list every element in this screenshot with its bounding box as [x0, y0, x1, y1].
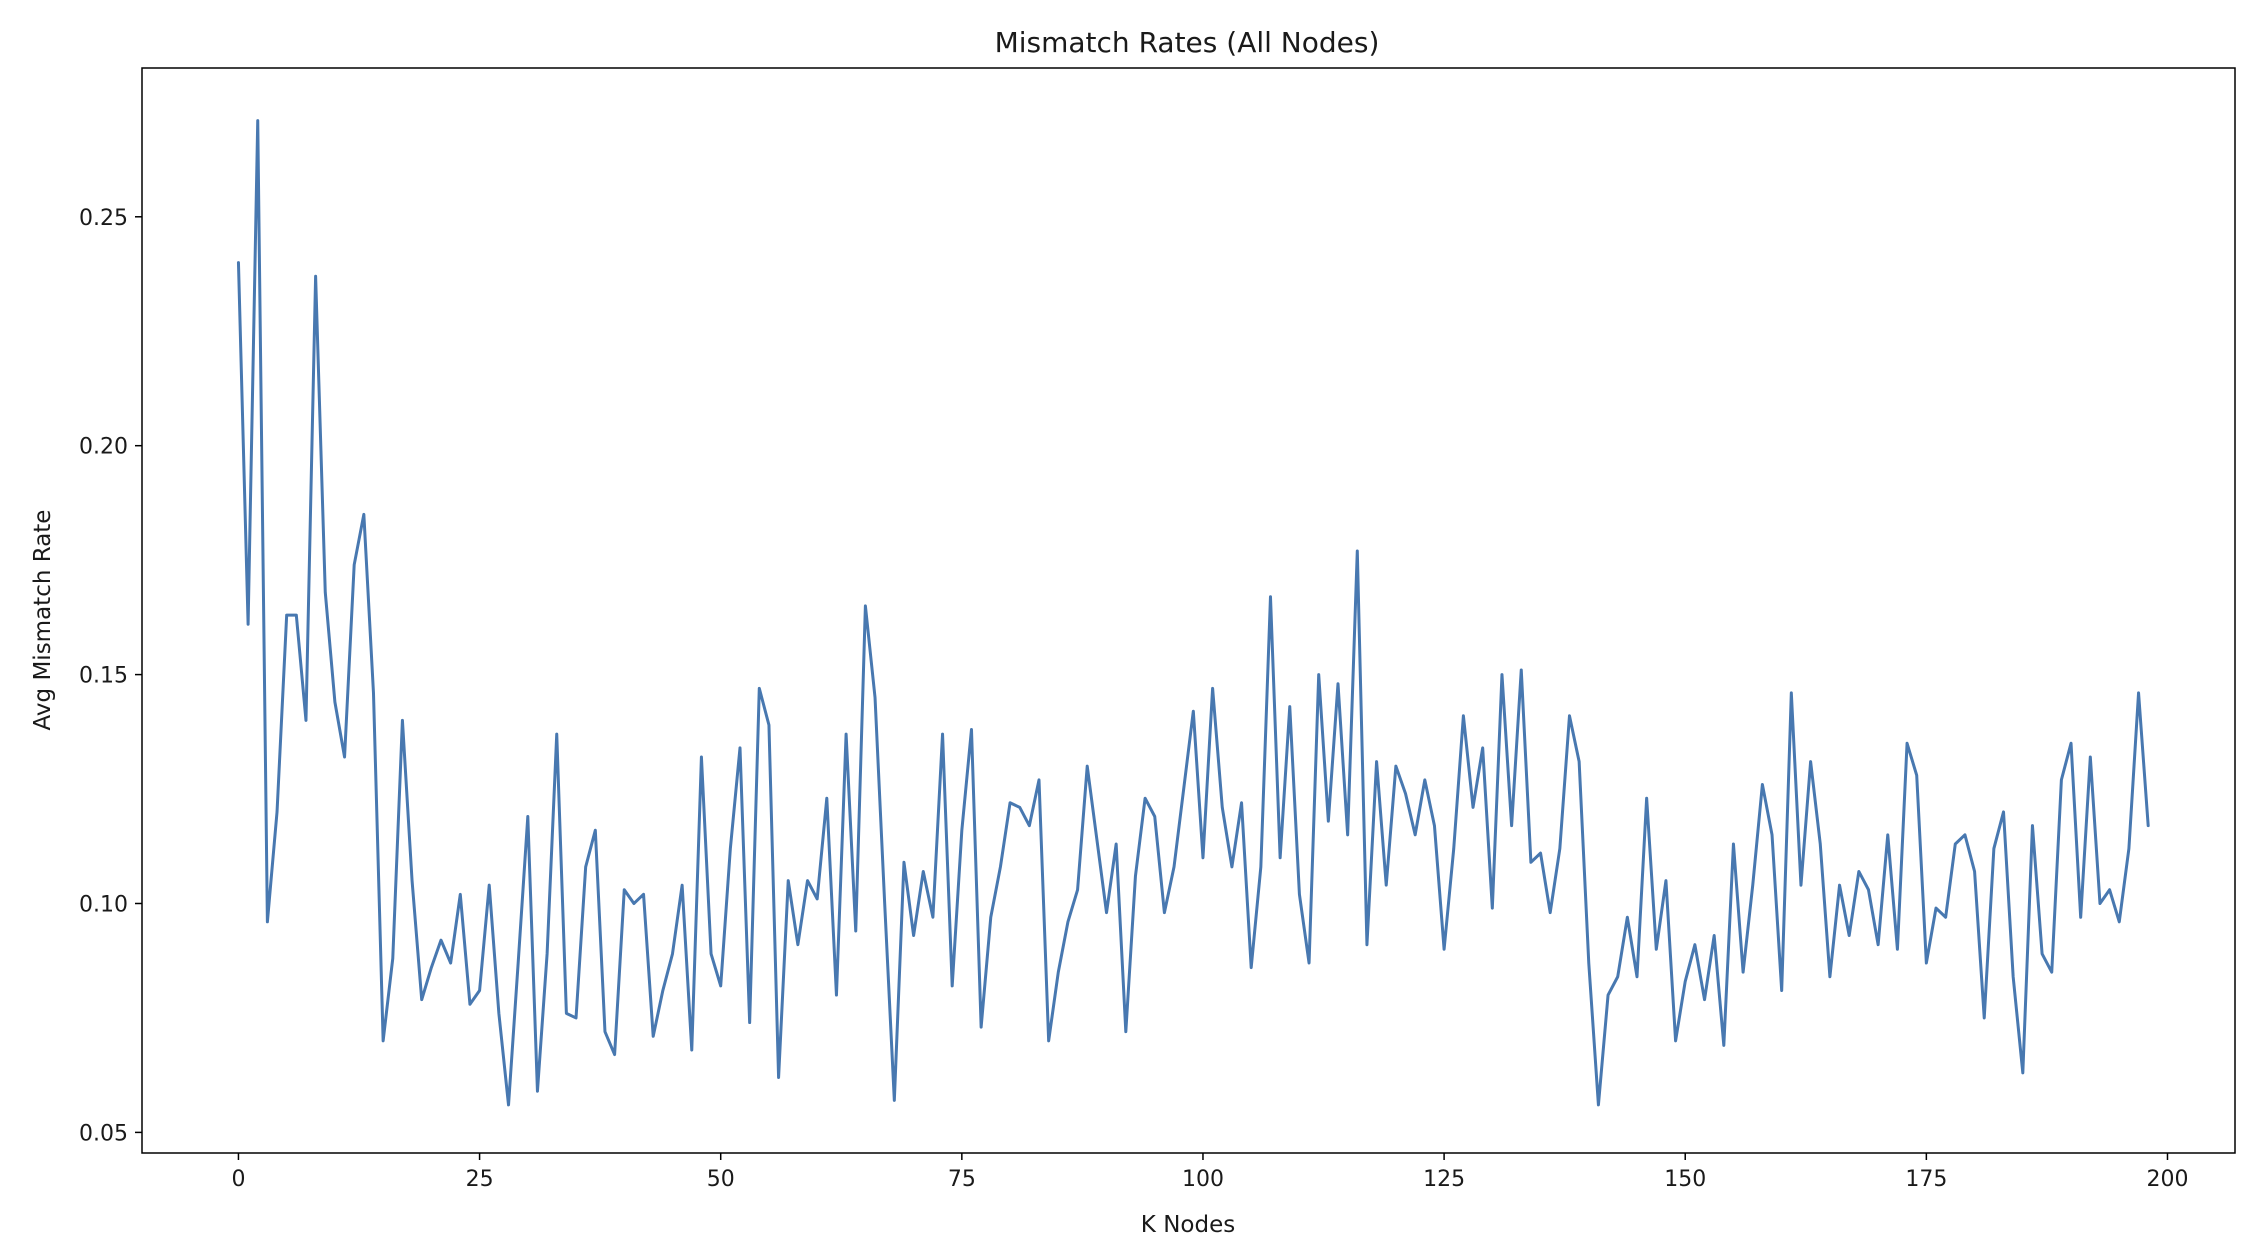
chart-title: Mismatch Rates (All Nodes) [995, 26, 1380, 59]
y-tick-label: 0.20 [79, 435, 128, 460]
y-axis-label: Avg Mismatch Rate [30, 510, 56, 731]
y-axis: 0.05 0.10 0.15 0.20 0.25 [79, 206, 142, 1146]
x-tick-label: 125 [1423, 1167, 1465, 1192]
x-tick-label: 175 [1905, 1167, 1947, 1192]
plot-frame [141, 67, 2236, 1154]
x-axis: 0 25 50 75 100 125 150 175 200 [231, 1153, 2188, 1192]
x-tick-label: 50 [707, 1167, 735, 1192]
y-tick-label: 0.15 [79, 664, 128, 689]
plot-area [236, 119, 2150, 1107]
x-tick-label: 75 [948, 1167, 976, 1192]
x-tick-label: 100 [1182, 1167, 1224, 1192]
y-tick-label: 0.05 [79, 1121, 128, 1146]
x-tick-label: 25 [466, 1167, 494, 1192]
y-tick-label: 0.25 [79, 206, 128, 231]
series-line [236, 119, 2150, 1107]
x-tick-label: 200 [2146, 1167, 2188, 1192]
x-axis-label: K Nodes [1141, 1212, 1235, 1238]
y-tick-label: 0.10 [79, 892, 128, 917]
x-tick-label: 150 [1664, 1167, 1706, 1192]
x-tick-label: 0 [231, 1167, 245, 1192]
